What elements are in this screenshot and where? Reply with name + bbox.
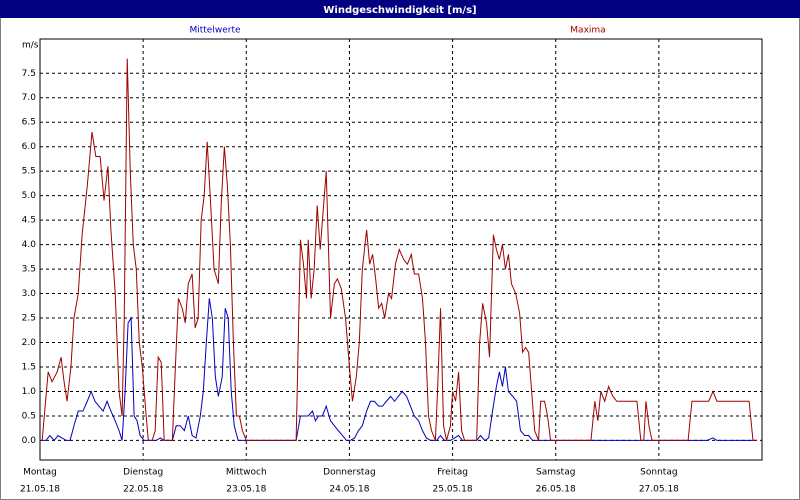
y-tick-label: 5.0 — [22, 191, 37, 201]
x-tick-label: Freitag — [437, 468, 468, 478]
y-tick-label: 3.5 — [22, 265, 36, 275]
y-tick-label: 6.0 — [22, 142, 37, 152]
x-tick-label: Dienstag — [123, 468, 163, 478]
y-tick-label: 5.5 — [22, 167, 36, 177]
chart-title: Windgeschwindigkeit [m/s] — [323, 5, 476, 16]
y-tick-label: 6.5 — [22, 118, 36, 128]
y-tick-label: 0.5 — [22, 411, 36, 421]
x-tick-date: 26.05.18 — [536, 485, 576, 495]
x-tick-label: Sonntag — [640, 468, 677, 478]
y-tick-label: 7.5 — [22, 69, 36, 79]
x-tick-date: 25.05.18 — [433, 485, 473, 495]
y-tick-label: 4.5 — [22, 216, 36, 226]
x-tick-label: Samstag — [536, 468, 575, 478]
data-line — [42, 298, 757, 442]
data-line — [41, 58, 757, 441]
x-tick-date: 24.05.18 — [329, 485, 369, 495]
y-tick-label: 4.0 — [22, 240, 37, 250]
x-tick-label: Montag — [23, 468, 57, 478]
legend-entry: Maxima — [570, 26, 605, 36]
y-tick-label: 2.0 — [22, 338, 37, 348]
y-tick-label: 1.0 — [22, 387, 37, 397]
y-tick-label: 1.5 — [22, 362, 36, 372]
title-bar — [0, 0, 800, 18]
x-tick-label: Mittwoch — [226, 468, 267, 478]
legend-entry: Mittelwerte — [189, 26, 240, 36]
x-tick-date: 23.05.18 — [226, 485, 266, 495]
x-tick-date: 21.05.18 — [20, 485, 60, 495]
y-axis-label: m/s — [22, 41, 39, 51]
y-tick-label: 7.0 — [22, 93, 37, 103]
y-tick-label: 0.0 — [22, 436, 37, 446]
x-tick-date: 27.05.18 — [639, 485, 679, 495]
x-tick-label: Donnerstag — [323, 468, 376, 478]
y-tick-label: 2.5 — [22, 314, 36, 324]
x-tick-date: 22.05.18 — [123, 485, 163, 495]
plot-frame — [39, 38, 763, 461]
y-tick-label: 3.0 — [22, 289, 37, 299]
